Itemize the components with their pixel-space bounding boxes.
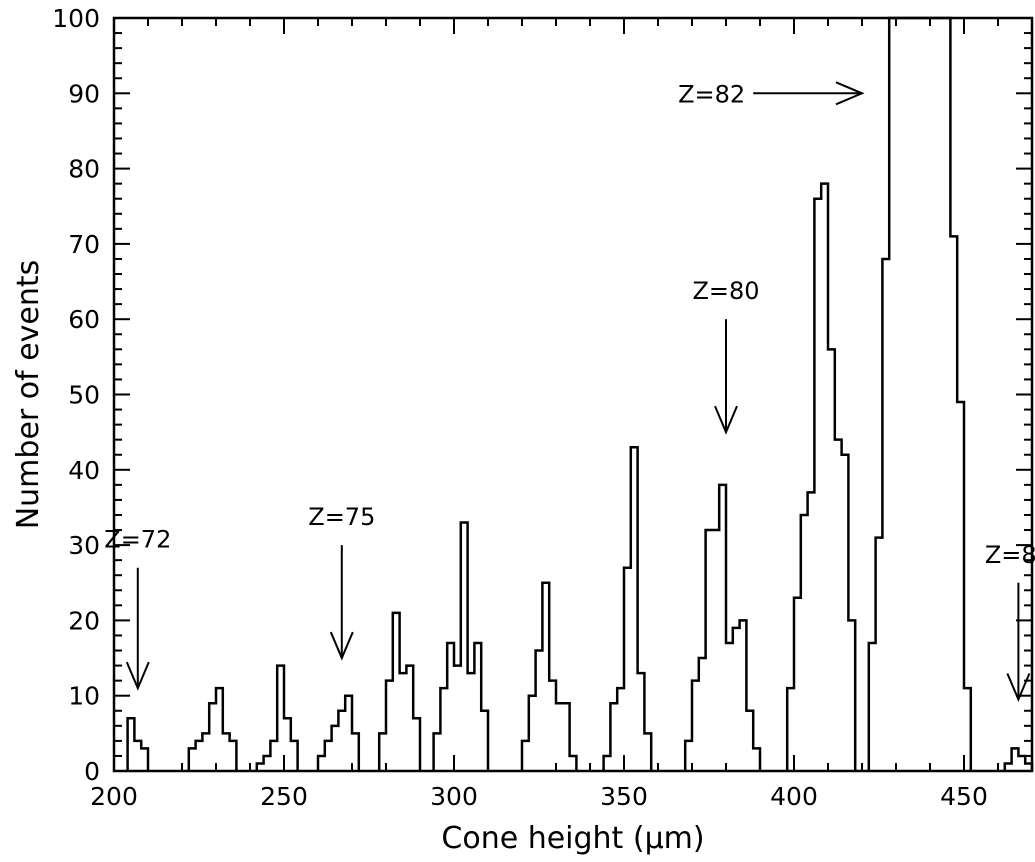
y-tick-label: 40 <box>68 456 100 485</box>
y-tick-label: 80 <box>68 155 100 184</box>
annotation: Z=80 <box>692 277 760 435</box>
annotation-label: Z=83 <box>985 541 1035 569</box>
y-tick-label: 20 <box>68 606 100 635</box>
annotation-label: Z=80 <box>692 277 759 305</box>
arrow-head <box>125 661 150 691</box>
x-tick-label: 350 <box>600 782 648 811</box>
x-tick-label: 200 <box>90 782 138 811</box>
arrow-head <box>835 81 865 106</box>
y-axis-label: Number of events <box>11 260 46 530</box>
ticks-layer <box>114 18 1032 771</box>
annotation-label: Z=75 <box>308 503 375 531</box>
arrow-head <box>1006 673 1031 703</box>
annotation: Z=83 <box>985 541 1035 703</box>
annotation-label: Z=82 <box>678 80 745 108</box>
y-tick-label: 100 <box>52 4 100 33</box>
annotations: Z=72 Z=75 Z=80 Z=83 Z=82 <box>104 80 1035 703</box>
x-tick-label: 400 <box>770 782 818 811</box>
y-tick-label: 30 <box>68 531 100 560</box>
annotation: Z=75 <box>308 503 375 661</box>
x-axis-label: Cone height (μm) <box>441 821 704 856</box>
annotation: Z=72 <box>104 526 171 691</box>
histogram-outline <box>126 16 1034 771</box>
arrow-head <box>329 631 354 661</box>
y-tick-label: 70 <box>68 230 100 259</box>
plot-frame <box>112 16 1034 773</box>
x-tick-labels: 200 250 300 350 400 450 <box>90 782 988 811</box>
x-tick-label: 450 <box>940 782 988 811</box>
y-tick-label: 0 <box>84 757 100 786</box>
annotation-label: Z=72 <box>104 526 171 554</box>
arrow-head <box>714 405 738 435</box>
y-tick-labels: 0 10 20 30 40 50 60 70 80 90 100 <box>52 4 100 786</box>
y-tick-label: 50 <box>68 381 100 410</box>
annotation: Z=82 <box>678 80 865 108</box>
y-tick-label: 10 <box>68 682 100 711</box>
x-tick-label: 300 <box>430 782 478 811</box>
x-tick-label: 250 <box>260 782 308 811</box>
y-tick-label: 60 <box>68 305 100 334</box>
y-tick-label: 90 <box>68 79 100 108</box>
